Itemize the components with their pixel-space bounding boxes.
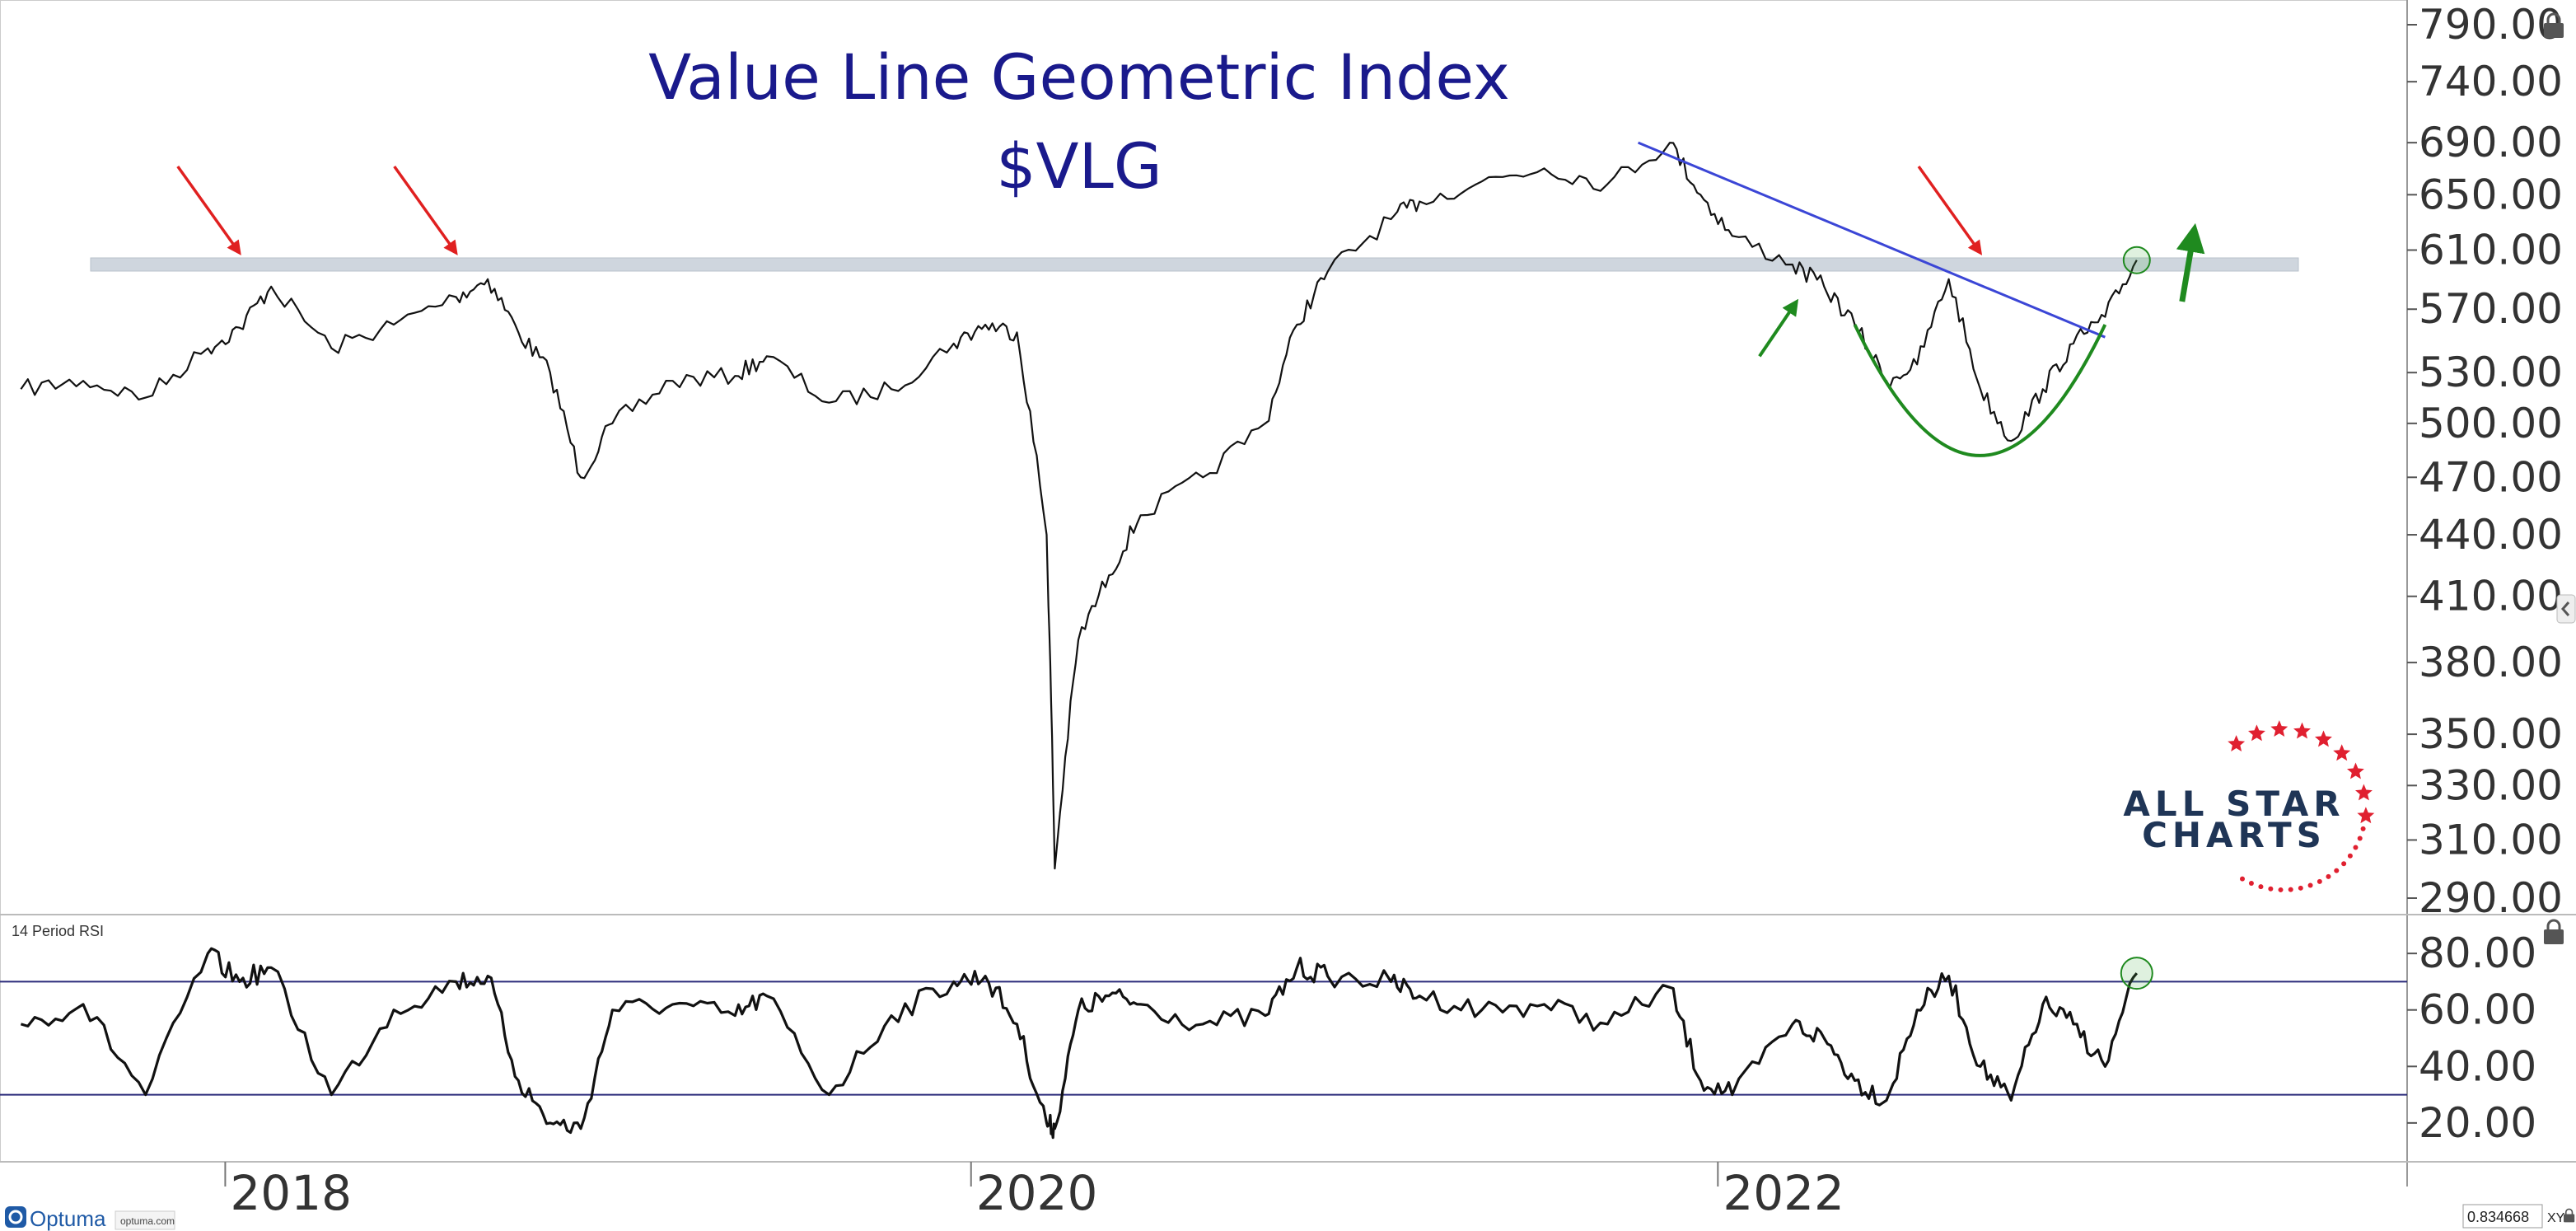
date-axis-ticks: 2018 2020 2022 — [224, 1162, 1844, 1221]
rsi-annotations — [2120, 957, 2153, 990]
price-tick-label: 740.00 — [2419, 58, 2563, 105]
star-icon — [2347, 762, 2364, 779]
trendline — [1638, 141, 2106, 339]
chart-title: Value Line Geometric Index — [648, 40, 1510, 114]
date-tick-label: 2020 — [976, 1165, 1098, 1221]
logo-dot — [2347, 853, 2353, 859]
optuma-logo-icon — [5, 1206, 26, 1228]
price-tick-label: 350.00 — [2419, 710, 2563, 758]
price-tick-label: 790.00 — [2419, 1, 2563, 49]
allstarcharts-logo: ALL STAR CHARTS — [2123, 720, 2375, 892]
star-icon — [2228, 720, 2375, 892]
logo-dot — [2298, 885, 2303, 891]
star-icon — [2357, 807, 2375, 824]
resistance-band — [90, 257, 2299, 272]
logo-dot — [2326, 873, 2331, 879]
price-tick-label: 690.00 — [2419, 119, 2563, 166]
logo-dot — [2268, 886, 2274, 892]
price-tick-label: 530.00 — [2419, 349, 2563, 396]
price-line — [20, 142, 2138, 870]
price-series — [20, 142, 2138, 870]
chart-subtitle: $VLG — [996, 129, 1162, 203]
logo-dot — [2334, 868, 2340, 873]
date-tick-label: 2022 — [1723, 1165, 1844, 1221]
rsi-axis-ticks: 80.00 60.00 40.00 20.00 — [2407, 929, 2536, 1147]
logo-dot — [2353, 845, 2359, 850]
star-icon — [2293, 722, 2311, 739]
up-arrow — [1758, 298, 1799, 358]
lock-icon[interactable] — [2544, 12, 2564, 38]
star-icon — [2270, 720, 2288, 737]
price-tick-label: 380.00 — [2419, 639, 2563, 686]
lock-icon[interactable] — [2564, 1208, 2575, 1223]
price-tick-label: 570.00 — [2419, 285, 2563, 333]
logo-text-line2: CHARTS — [2142, 815, 2326, 855]
brand-name: Optuma — [30, 1206, 106, 1231]
price-tick-label: 650.00 — [2419, 171, 2563, 218]
price-tick-label: 500.00 — [2419, 400, 2563, 447]
rsi-series — [20, 947, 2139, 1140]
chevron-left-icon[interactable] — [2556, 594, 2576, 624]
logo-dot — [2357, 835, 2363, 841]
star-icon — [2333, 744, 2351, 761]
price-annotations-front — [176, 141, 2205, 457]
rsi-tick-label: 80.00 — [2419, 929, 2536, 977]
down-arrow — [176, 165, 241, 255]
price-tick-label: 440.00 — [2419, 511, 2563, 559]
logo-dot — [2248, 881, 2254, 887]
logo-dot — [2360, 826, 2366, 831]
logo-dot — [2317, 878, 2322, 884]
price-tick-label: 610.00 — [2419, 226, 2563, 274]
cup-arc — [1853, 324, 2107, 457]
lock-icon[interactable] — [2544, 919, 2564, 944]
rsi-tick-label: 20.00 — [2419, 1099, 2536, 1147]
price-tick-label: 310.00 — [2419, 816, 2563, 864]
logo-dot — [2341, 861, 2347, 867]
logo-text-line1: ALL STAR — [2123, 784, 2345, 824]
brand-url: optuma.com — [120, 1215, 175, 1227]
rsi-tick-label: 60.00 — [2419, 986, 2536, 1034]
chart-frame — [0, 0, 2408, 1163]
star-icon — [2355, 784, 2373, 801]
rsi-panel-label: 14 Period RSI — [12, 923, 104, 939]
star-icon — [2315, 730, 2332, 747]
star-icon — [2228, 735, 2246, 751]
scale-readout: 0.834668 — [2467, 1209, 2529, 1225]
rsi-line — [20, 947, 2139, 1140]
scale-readout-box[interactable] — [2462, 1204, 2543, 1229]
price-tick-label: 330.00 — [2419, 761, 2563, 809]
highlight-circle — [2122, 246, 2151, 274]
logo-dot — [2278, 887, 2284, 892]
price-tick-label: 290.00 — [2419, 874, 2563, 922]
date-tick-label: 2018 — [230, 1165, 352, 1221]
star-icon — [2248, 724, 2265, 742]
brand-url-box — [115, 1210, 175, 1230]
price-tick-label: 410.00 — [2419, 573, 2563, 620]
logo-dot — [2307, 882, 2313, 888]
price-annotations-back — [90, 257, 2299, 272]
up-arrow — [2176, 222, 2205, 302]
rsi-reference-lines — [0, 981, 2407, 1096]
highlight-circle — [2120, 957, 2153, 990]
down-arrow — [1917, 165, 1983, 255]
rsi-tick-label: 40.00 — [2419, 1042, 2536, 1090]
logo-dot — [2240, 876, 2245, 882]
down-arrow — [393, 165, 458, 255]
logo-dot — [2288, 887, 2293, 892]
scale-mode[interactable]: XY — [2547, 1211, 2565, 1225]
price-tick-label: 470.00 — [2419, 453, 2563, 501]
price-axis-ticks: 790.00 740.00 690.00 650.00 610.00 570.00 530.… — [2407, 1, 2563, 922]
logo-dot — [2258, 884, 2264, 890]
